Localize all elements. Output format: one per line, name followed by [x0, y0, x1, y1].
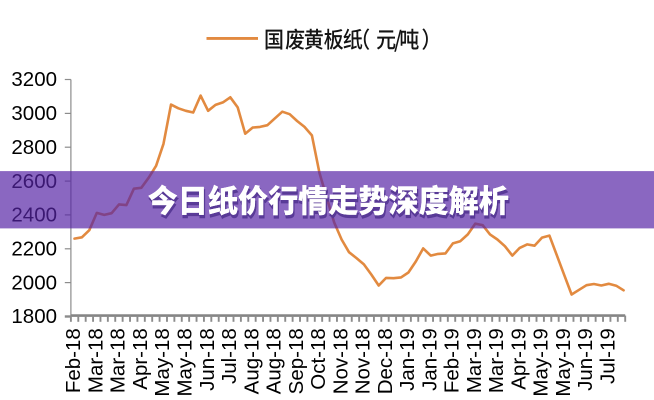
svg-text:Aug-18: Aug-18 [240, 328, 263, 394]
svg-text:Jan-19: Jan-19 [418, 328, 441, 391]
svg-text:2800: 2800 [11, 136, 57, 159]
svg-text:2000: 2000 [11, 271, 57, 294]
svg-text:Apr-19: Apr-19 [507, 328, 530, 390]
svg-text:May-18: May-18 [174, 328, 197, 396]
svg-text:Sep-18: Sep-18 [285, 328, 308, 394]
svg-text:Mar-18: Mar-18 [85, 328, 108, 393]
svg-text:3200: 3200 [11, 68, 57, 91]
svg-text:Mar-19: Mar-19 [463, 328, 486, 393]
svg-text:Jul-19: Jul-19 [596, 328, 619, 384]
svg-text:Mar-18: Mar-18 [107, 328, 130, 393]
svg-text:Nov-18: Nov-18 [352, 328, 375, 394]
svg-text:Feb-18: Feb-18 [62, 328, 85, 393]
svg-text:Feb-19: Feb-19 [441, 328, 464, 393]
svg-text:Oct-18: Oct-18 [307, 328, 330, 390]
svg-text:3000: 3000 [11, 102, 57, 125]
svg-text:Aug-18: Aug-18 [263, 328, 286, 394]
svg-text:Jun-18: Jun-18 [196, 328, 219, 391]
svg-text:1800: 1800 [11, 305, 57, 328]
svg-text:Apr-18: Apr-18 [129, 328, 152, 390]
svg-text:Jun-19: Jun-19 [574, 328, 597, 391]
svg-text:Mar-19: Mar-19 [485, 328, 508, 393]
svg-text:May-19: May-19 [552, 328, 575, 396]
svg-text:Jan-19: Jan-19 [396, 328, 419, 391]
svg-text:Jul-18: Jul-18 [218, 328, 241, 384]
svg-text:May-18: May-18 [151, 328, 174, 396]
svg-text:Dec-18: Dec-18 [374, 328, 397, 394]
svg-text:May-19: May-19 [530, 328, 553, 396]
svg-text:2200: 2200 [11, 238, 57, 261]
svg-text:Nov-18: Nov-18 [329, 328, 352, 394]
